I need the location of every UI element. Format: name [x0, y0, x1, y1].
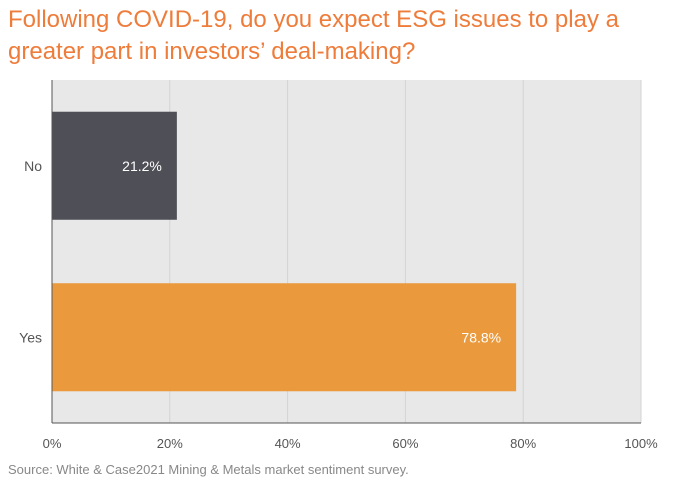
- category-label: No: [24, 158, 42, 174]
- x-tick-label: 100%: [624, 436, 658, 451]
- source-note: Source: White & Case2021 Mining & Metals…: [8, 462, 409, 477]
- bar-yes: [52, 283, 517, 392]
- data-label: 78.8%: [461, 329, 501, 345]
- x-tick-label: 0%: [43, 436, 62, 451]
- x-tick-label: 40%: [275, 436, 301, 451]
- x-tick-label: 60%: [392, 436, 418, 451]
- x-tick-label: 80%: [510, 436, 536, 451]
- x-tick-label: 20%: [157, 436, 183, 451]
- category-label: Yes: [19, 329, 42, 345]
- bar-no: [52, 111, 177, 220]
- chart-title: Following COVID-19, do you expect ESG is…: [8, 6, 619, 65]
- data-label: 21.2%: [122, 158, 162, 174]
